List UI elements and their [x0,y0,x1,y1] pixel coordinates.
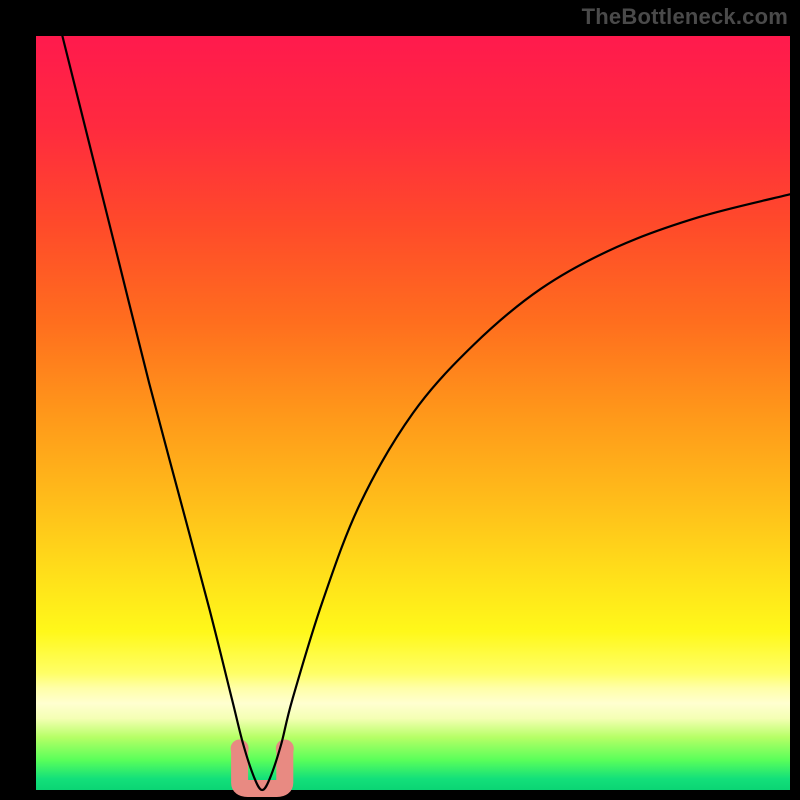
stage: TheBottleneck.com [0,0,800,800]
chart-canvas [0,0,800,800]
watermark-text: TheBottleneck.com [582,4,788,30]
